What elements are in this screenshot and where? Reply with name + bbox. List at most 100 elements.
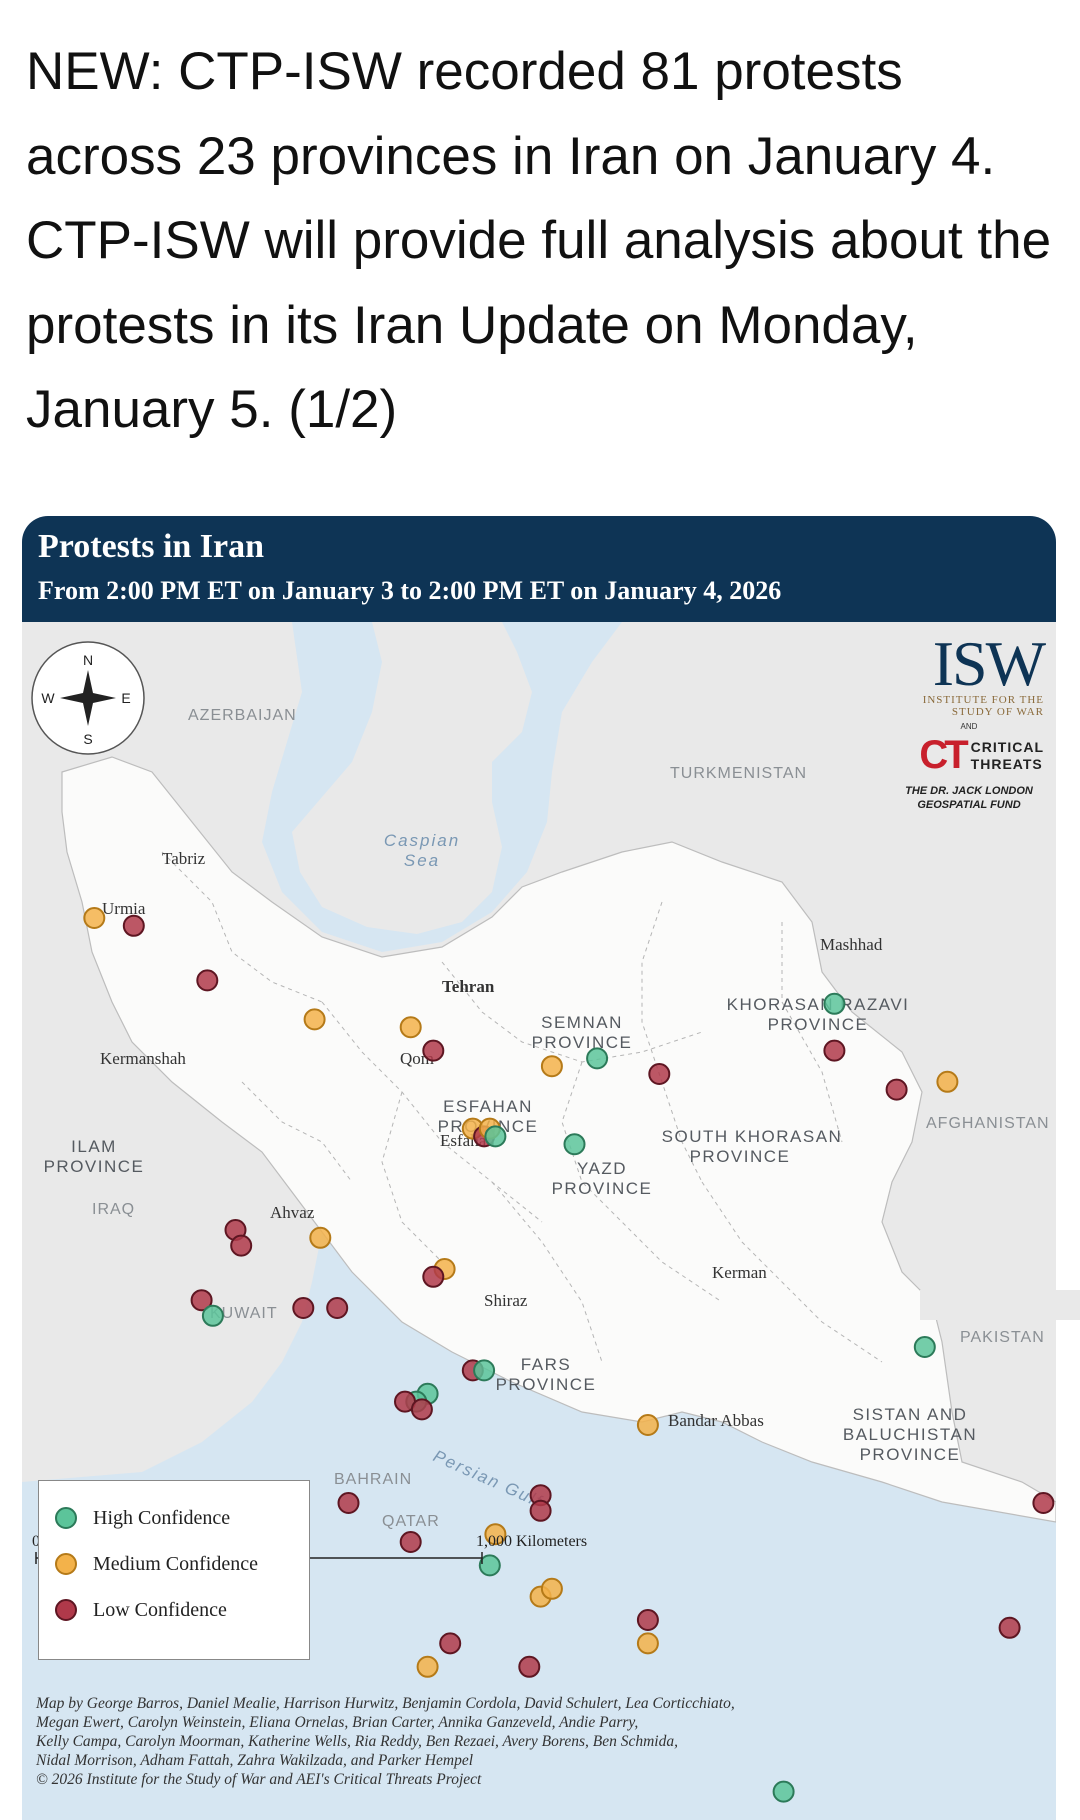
protest-marker-high	[913, 1336, 936, 1358]
label-caspian-1: Caspian	[384, 831, 460, 850]
protest-marker-medium	[303, 1008, 326, 1031]
legend-high-label: High Confidence	[93, 1506, 231, 1529]
label-semnan-1: SEMNAN	[541, 1013, 623, 1032]
protest-map: Protests in Iran From 2:00 PM ET on Janu…	[22, 516, 1056, 1820]
protest-marker-low	[518, 1655, 541, 1678]
protest-marker-medium	[936, 1070, 959, 1093]
label-sistan-2: BALUCHISTAN	[843, 1425, 977, 1444]
label-tehran: Tehran	[442, 977, 495, 996]
protest-marker-medium	[416, 1655, 439, 1678]
label-iraq: IRAQ	[92, 1201, 135, 1218]
credits-line: Map by George Barros, Daniel Mealie, Har…	[36, 1695, 735, 1712]
protest-marker-high	[823, 992, 846, 1015]
ct-logo: CT CRITICAL THREATS	[894, 733, 1044, 778]
label-yazd-1: YAZD	[577, 1159, 627, 1178]
map-title: Protests in Iran	[38, 528, 265, 565]
protest-marker-medium	[484, 1523, 507, 1546]
ct-name: CRITICAL THREATS	[971, 739, 1044, 773]
protest-marker-low	[337, 1492, 360, 1514]
isw-subtitle-2: STUDY OF WAR	[951, 706, 1044, 718]
protest-marker-low	[326, 1297, 349, 1319]
credits-line: Kelly Campa, Carolyn Moorman, Katherine …	[36, 1733, 678, 1750]
label-shiraz: Shiraz	[484, 1291, 528, 1310]
map-subtitle: From 2:00 PM ET on January 3 to 2:00 PM …	[38, 576, 782, 605]
protest-marker-low	[196, 969, 219, 992]
protest-marker-low	[292, 1297, 315, 1319]
legend-medium: Medium Confidence	[55, 1549, 258, 1579]
watermark-area	[920, 1290, 1080, 1320]
label-semnan-2: PROVINCE	[532, 1033, 633, 1052]
label-kermanshah: Kermanshah	[100, 1049, 186, 1068]
fund-text-1: THE DR. JACK LONDON	[905, 785, 1033, 797]
protest-marker-medium	[83, 907, 106, 929]
map-header: Protests in Iran From 2:00 PM ET on Janu…	[22, 516, 1056, 622]
isw-logo: ISW	[932, 628, 1046, 699]
protest-marker-high	[563, 1133, 586, 1156]
label-urmia: Urmia	[102, 899, 146, 918]
label-yazd-2: PROVINCE	[552, 1179, 653, 1198]
fund-text-2: GEOSPATIAL FUND	[917, 799, 1021, 811]
protest-marker-high	[586, 1047, 609, 1070]
label-bahrain: BAHRAIN	[334, 1471, 412, 1488]
label-khorasan-razavi-1: KHORASAN RAZAVI	[727, 995, 910, 1014]
protest-marker-high	[473, 1359, 496, 1382]
credits-line: Nidal Morrison, Adham Fattah, Zahra Waki…	[36, 1752, 474, 1769]
compass-rose: N S E W	[31, 641, 145, 755]
protest-marker-low	[422, 1265, 445, 1288]
legend-medium-swatch	[55, 1553, 77, 1575]
label-qatar: QATAR	[382, 1513, 440, 1530]
ct-name-2: THREATS	[970, 755, 1043, 772]
label-esfahan-province-1: ESFAHAN	[443, 1097, 533, 1116]
legend: High Confidence Medium Confidence Low Co…	[38, 1480, 310, 1660]
protest-marker-low	[1032, 1492, 1055, 1514]
map-credits: Map by George Barros, Daniel Mealie, Har…	[36, 1694, 1036, 1789]
credits-line: © 2026 Institute for the Study of War an…	[36, 1771, 482, 1788]
credits-line: Megan Ewert, Carolyn Weinstein, Eliana O…	[36, 1714, 639, 1731]
protest-marker-low	[410, 1398, 433, 1421]
legend-medium-label: Medium Confidence	[93, 1552, 258, 1575]
scale-0: 0	[32, 1533, 40, 1550]
protest-marker-low	[399, 1531, 422, 1553]
label-caspian-2: Sea	[404, 851, 440, 870]
label-azerbaijan: AZERBAIJAN	[188, 707, 297, 724]
label-turkmenistan: TURKMENISTAN	[670, 765, 807, 782]
protest-marker-medium	[636, 1414, 659, 1436]
protest-marker-low	[422, 1039, 445, 1062]
legend-low-label: Low Confidence	[93, 1598, 227, 1621]
legend-high: High Confidence	[55, 1503, 230, 1533]
ct-name-1: CRITICAL	[970, 738, 1044, 755]
protest-marker-low	[998, 1616, 1021, 1639]
protest-marker-low	[439, 1632, 462, 1655]
legend-low: Low Confidence	[55, 1595, 227, 1625]
and-text: AND	[960, 722, 978, 731]
protest-marker-high	[484, 1125, 507, 1148]
isw-subtitle-1: INSTITUTE FOR THE	[922, 694, 1044, 706]
label-tabriz: Tabriz	[162, 849, 206, 868]
label-khorasan-razavi-2: PROVINCE	[768, 1015, 869, 1034]
label-afghanistan: AFGHANISTAN	[926, 1115, 1050, 1132]
protest-marker-medium	[540, 1055, 563, 1078]
label-bandar-abbas: Bandar Abbas	[668, 1411, 764, 1430]
branding: ISW INSTITUTE FOR THE STUDY OF WAR AND C…	[894, 628, 1046, 812]
protest-marker-low	[190, 1289, 213, 1312]
compass-w: W	[41, 690, 55, 706]
protest-marker-low	[636, 1609, 659, 1631]
label-south-khorasan-2: PROVINCE	[690, 1147, 791, 1166]
protest-marker-medium	[540, 1577, 563, 1600]
label-kerman: Kerman	[712, 1263, 767, 1282]
label-ahvaz: Ahvaz	[270, 1203, 315, 1222]
protest-marker-high	[201, 1304, 224, 1327]
caspian-sea	[262, 622, 622, 952]
legend-high-swatch	[55, 1507, 77, 1529]
persian-gulf	[22, 1232, 1056, 1820]
protest-marker-low	[885, 1078, 908, 1101]
ct-mark: CT	[919, 733, 968, 777]
label-kuwait: KUWAIT	[210, 1305, 278, 1322]
protest-marker-medium	[309, 1226, 332, 1249]
protest-marker-medium	[636, 1632, 659, 1655]
compass-n: N	[83, 652, 93, 668]
legend-low-swatch	[55, 1599, 77, 1621]
label-ilam-1: ILAM	[71, 1137, 117, 1156]
label-sistan-1: SISTAN AND	[853, 1405, 968, 1424]
protest-marker-low	[529, 1499, 552, 1522]
